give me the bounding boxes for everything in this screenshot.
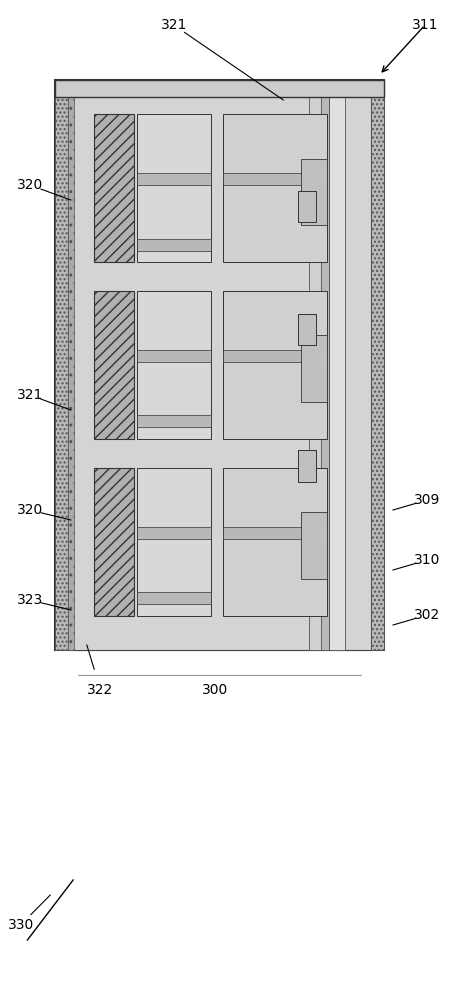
Bar (94, 291, 134, 439)
Text: 300: 300 (202, 683, 228, 697)
Bar (68, 80, 74, 650)
Bar (94, 114, 134, 262)
Bar (309, 80, 321, 650)
Bar (55, 80, 384, 650)
Text: 309: 309 (414, 493, 441, 507)
Text: 302: 302 (414, 608, 441, 622)
Bar (223, 350, 327, 362)
Text: 321: 321 (16, 388, 43, 402)
Text: 320: 320 (16, 178, 43, 192)
Bar (137, 415, 211, 427)
Bar (68, 80, 371, 650)
Bar (137, 468, 211, 616)
Bar (137, 114, 211, 262)
Bar (223, 527, 327, 539)
Bar (137, 239, 211, 251)
Text: 330: 330 (7, 918, 34, 932)
Bar (137, 350, 211, 362)
Bar (223, 114, 327, 262)
Bar (298, 191, 316, 222)
Bar (301, 335, 327, 402)
Bar (371, 80, 384, 650)
Bar (298, 314, 316, 345)
Text: 310: 310 (414, 553, 441, 567)
Text: 323: 323 (16, 593, 43, 607)
Bar (301, 512, 327, 579)
Bar (321, 80, 329, 650)
Bar (223, 173, 327, 185)
Bar (329, 80, 345, 650)
Bar (137, 527, 211, 539)
Bar (137, 592, 211, 604)
Text: 322: 322 (87, 683, 114, 697)
Bar (55, 80, 68, 650)
Bar (301, 159, 327, 225)
Text: 321: 321 (160, 18, 187, 32)
Bar (137, 291, 211, 439)
Text: 311: 311 (412, 18, 438, 32)
Bar (223, 468, 327, 616)
Bar (137, 173, 211, 185)
Text: 320: 320 (16, 503, 43, 517)
Bar (94, 468, 134, 616)
Bar (298, 450, 316, 482)
Bar (223, 291, 327, 439)
Bar (55, 80, 384, 97)
